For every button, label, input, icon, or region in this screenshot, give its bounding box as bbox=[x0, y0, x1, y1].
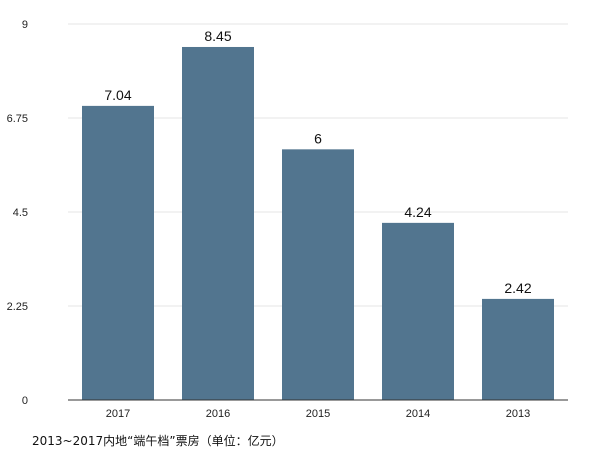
bar-2014 bbox=[382, 222, 454, 400]
data-label-2013: 2.42 bbox=[504, 280, 531, 296]
bar-2016 bbox=[182, 46, 254, 400]
x-axis-tick-labels: 2017 2016 2015 2014 2013 bbox=[106, 408, 530, 420]
y-tick-label: 4.5 bbox=[13, 207, 28, 219]
y-tick-label: 2.25 bbox=[7, 301, 28, 313]
y-axis-tick-labels: 0 2.25 4.5 6.75 9 bbox=[7, 19, 28, 407]
data-label-2017: 7.04 bbox=[104, 87, 131, 103]
bar-2017 bbox=[82, 105, 154, 400]
y-tick-label: 9 bbox=[22, 19, 28, 31]
chart-caption: 2013~2017内地“端午档”票房（单位：亿元） bbox=[32, 434, 284, 448]
y-tick-label: 0 bbox=[22, 395, 28, 407]
x-tick-label: 2016 bbox=[206, 408, 230, 420]
x-tick-label: 2013 bbox=[506, 408, 530, 420]
data-label-2015: 6 bbox=[314, 130, 322, 146]
data-label-2014: 4.24 bbox=[404, 204, 431, 220]
bar-2015 bbox=[282, 149, 354, 400]
bar-2013 bbox=[482, 298, 554, 400]
x-tick-label: 2017 bbox=[106, 408, 130, 420]
data-label-2016: 8.45 bbox=[204, 28, 231, 44]
y-tick-label: 6.75 bbox=[7, 113, 28, 125]
x-tick-label: 2015 bbox=[306, 408, 330, 420]
x-tick-label: 2014 bbox=[406, 408, 430, 420]
data-labels: 7.04 8.45 6 4.24 2.42 bbox=[104, 28, 531, 296]
bars bbox=[82, 46, 554, 400]
